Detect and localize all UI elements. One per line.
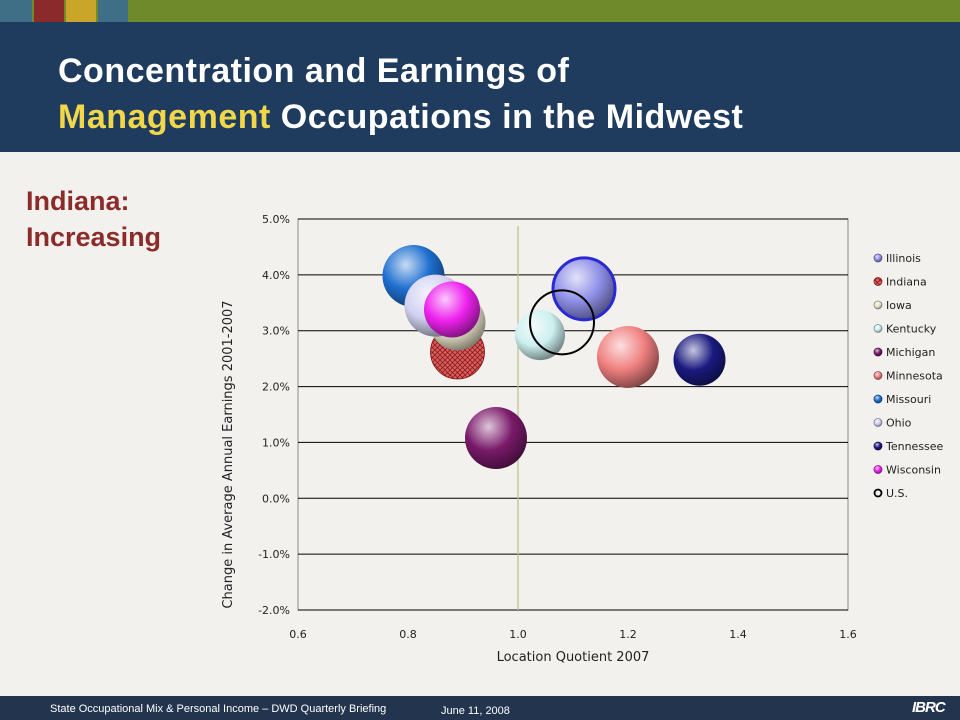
legend-marker: [873, 418, 883, 427]
state-subtitle: Indiana: Increasing: [26, 183, 161, 255]
legend-marker: [873, 488, 883, 498]
legend-label: Ohio: [886, 417, 912, 430]
legend-label: U.S.: [886, 487, 908, 500]
accent-square: [0, 0, 32, 22]
legend-marker: [873, 441, 883, 451]
bubble-point: [597, 325, 659, 388]
y-tick-label: 5.0%: [262, 213, 290, 226]
legend-label: Indiana: [886, 276, 927, 289]
bubble-point: [551, 256, 617, 322]
title-rest: Occupations in the Midwest: [270, 98, 744, 136]
y-tick-label: 3.0%: [262, 325, 290, 338]
legend-marker: [873, 465, 883, 474]
legend-label: Tennessee: [885, 440, 944, 453]
y-axis-label: Change in Average Annual Earnings 2001-2…: [221, 300, 236, 608]
x-tick-label: 1.6: [839, 628, 857, 641]
bubble-point: [424, 281, 480, 338]
x-axis-label: Location Quotient 2007: [497, 650, 650, 665]
x-tick-label: 1.0: [509, 628, 527, 641]
title-highlight: Management: [58, 98, 271, 136]
bubble-point: [529, 289, 595, 356]
title-line-1: Concentration and Earnings of: [58, 52, 570, 90]
x-tick-label: 1.4: [729, 628, 747, 641]
legend-label: Minnesota: [886, 370, 943, 383]
legend-marker: [873, 394, 883, 404]
legend-marker: [873, 300, 883, 310]
subtitle-line-2: Increasing: [26, 222, 162, 252]
slide-title: Concentration and Earnings of Management…: [58, 48, 743, 140]
y-tick-label: -2.0%: [258, 604, 290, 617]
y-tick-label: -1.0%: [258, 548, 290, 561]
subtitle-line-1: Indiana:: [26, 186, 130, 216]
legend-marker: [873, 277, 883, 286]
footer-left-text: State Occupational Mix & Personal Income…: [50, 703, 387, 715]
bubble-point: [465, 406, 527, 469]
legend-label: Wisconsin: [886, 464, 941, 477]
legend-label: Michigan: [886, 346, 935, 359]
bubble-point: [515, 310, 565, 361]
accent-square: [34, 0, 64, 22]
x-tick-label: 0.8: [399, 628, 417, 641]
accent-square: [98, 0, 128, 22]
legend-label: Illinois: [886, 252, 921, 265]
x-tick-label: 1.2: [619, 628, 637, 641]
y-tick-label: 0.0%: [262, 492, 290, 505]
footer-date: June 11, 2008: [441, 705, 510, 717]
slide-footer: [0, 696, 960, 720]
legend-label: Kentucky: [886, 323, 937, 336]
legend-label: Missouri: [886, 393, 931, 406]
legend-marker: [873, 324, 883, 333]
y-tick-label: 1.0%: [262, 436, 290, 449]
y-tick-label: 4.0%: [262, 269, 290, 282]
legend-label: Iowa: [886, 299, 912, 312]
bubble-point: [673, 333, 726, 386]
title-line-2: Management Occupations in the Midwest: [58, 94, 743, 140]
slide-header: Concentration and Earnings of Management…: [0, 22, 960, 152]
legend-marker: [873, 253, 883, 263]
legend-marker: [873, 347, 883, 357]
y-tick-label: 2.0%: [262, 381, 290, 394]
x-tick-label: 0.6: [289, 628, 307, 641]
top-accent-bar: [0, 0, 960, 22]
ibrc-logo: IBRC: [912, 699, 946, 716]
accent-square: [66, 0, 96, 22]
legend-marker: [873, 371, 883, 380]
